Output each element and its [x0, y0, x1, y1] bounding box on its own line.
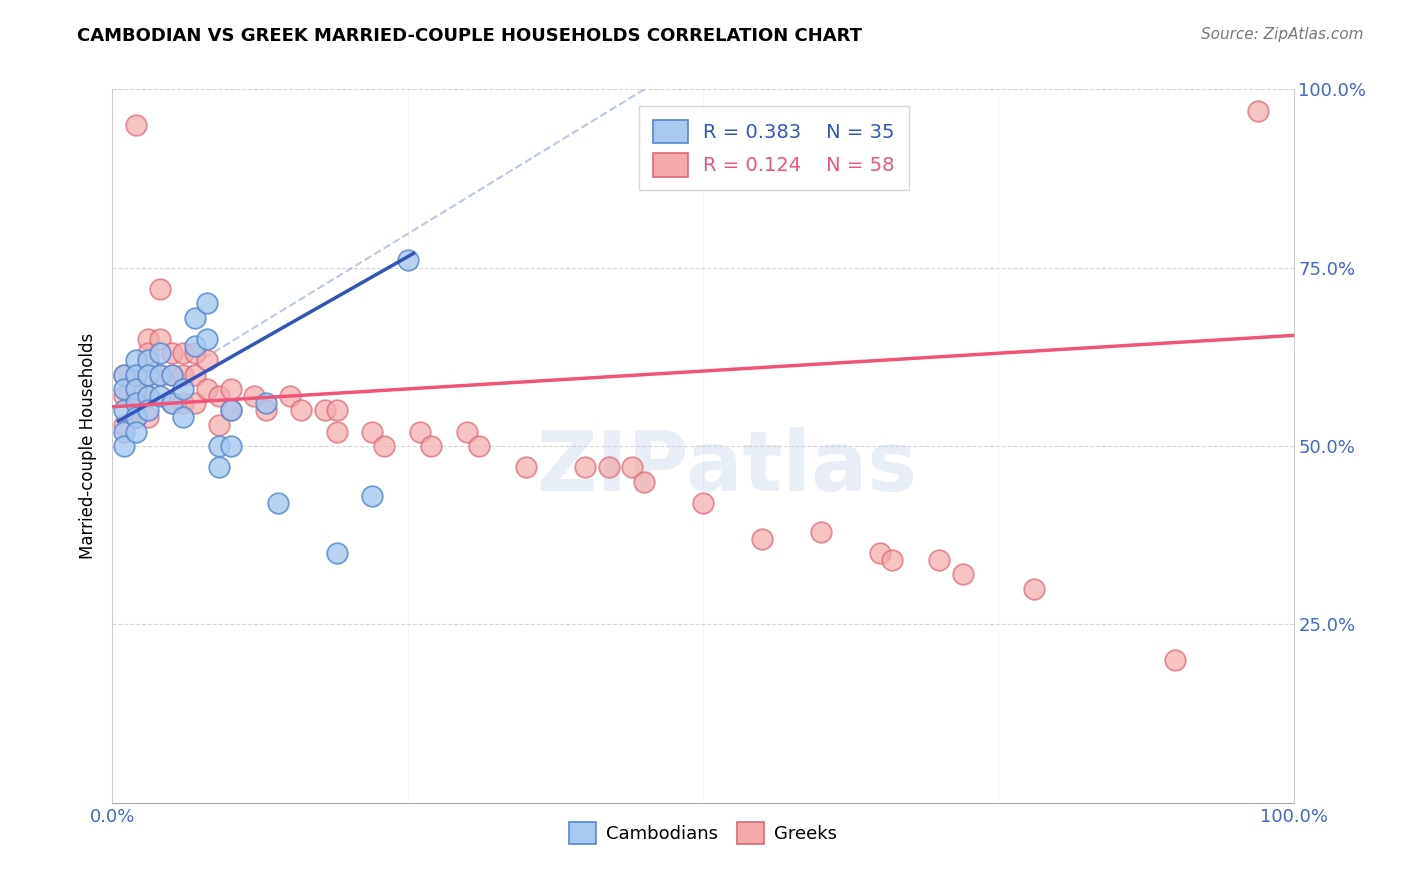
Point	[184, 339, 207, 353]
Point	[149, 346, 172, 360]
Point	[598, 460, 620, 475]
Point	[172, 382, 194, 396]
Point	[408, 425, 430, 439]
Point	[361, 489, 384, 503]
Point	[243, 389, 266, 403]
Point	[136, 332, 159, 346]
Point	[278, 389, 301, 403]
Point	[326, 403, 349, 417]
Text: Source: ZipAtlas.com: Source: ZipAtlas.com	[1201, 27, 1364, 42]
Point	[633, 475, 655, 489]
Point	[172, 410, 194, 425]
Point	[184, 346, 207, 360]
Point	[149, 368, 172, 382]
Point	[314, 403, 336, 417]
Point	[1247, 103, 1270, 118]
Point	[160, 346, 183, 360]
Point	[254, 396, 277, 410]
Point	[373, 439, 395, 453]
Point	[125, 410, 148, 425]
Point	[172, 368, 194, 382]
Point	[125, 353, 148, 368]
Point	[184, 368, 207, 382]
Point	[456, 425, 478, 439]
Point	[326, 425, 349, 439]
Legend: Cambodians, Greeks: Cambodians, Greeks	[561, 814, 845, 851]
Point	[184, 310, 207, 325]
Point	[326, 546, 349, 560]
Point	[219, 403, 242, 417]
Point	[112, 417, 135, 432]
Point	[149, 389, 172, 403]
Point	[810, 524, 832, 539]
Point	[125, 368, 148, 382]
Point	[172, 396, 194, 410]
Point	[621, 460, 644, 475]
Point	[125, 118, 148, 132]
Y-axis label: Married-couple Households: Married-couple Households	[79, 333, 97, 559]
Point	[136, 346, 159, 360]
Point	[125, 389, 148, 403]
Point	[149, 368, 172, 382]
Point	[869, 546, 891, 560]
Point	[160, 396, 183, 410]
Point	[125, 396, 148, 410]
Point	[1164, 653, 1187, 667]
Point	[136, 403, 159, 417]
Point	[467, 439, 489, 453]
Point	[160, 368, 183, 382]
Point	[125, 410, 148, 425]
Point	[1022, 582, 1045, 596]
Point	[112, 368, 135, 382]
Point	[172, 346, 194, 360]
Point	[208, 460, 231, 475]
Point	[396, 253, 419, 268]
Point	[880, 553, 903, 567]
Point	[420, 439, 443, 453]
Point	[149, 332, 172, 346]
Point	[515, 460, 537, 475]
Point	[136, 353, 159, 368]
Point	[112, 368, 135, 382]
Point	[952, 567, 974, 582]
Point	[112, 439, 135, 453]
Point	[112, 389, 135, 403]
Point	[125, 382, 148, 396]
Point	[208, 389, 231, 403]
Point	[112, 382, 135, 396]
Point	[160, 368, 183, 382]
Point	[254, 403, 277, 417]
Point	[208, 417, 231, 432]
Point	[219, 403, 242, 417]
Text: ZIPatlas: ZIPatlas	[536, 427, 917, 508]
Point	[160, 396, 183, 410]
Text: CAMBODIAN VS GREEK MARRIED-COUPLE HOUSEHOLDS CORRELATION CHART: CAMBODIAN VS GREEK MARRIED-COUPLE HOUSEH…	[77, 27, 862, 45]
Point	[195, 382, 218, 396]
Point	[219, 439, 242, 453]
Point	[125, 368, 148, 382]
Point	[692, 496, 714, 510]
Point	[125, 425, 148, 439]
Point	[136, 368, 159, 382]
Point	[184, 396, 207, 410]
Point	[112, 425, 135, 439]
Point	[149, 282, 172, 296]
Point	[195, 332, 218, 346]
Point	[136, 368, 159, 382]
Point	[928, 553, 950, 567]
Point	[136, 389, 159, 403]
Point	[361, 425, 384, 439]
Point	[267, 496, 290, 510]
Point	[112, 403, 135, 417]
Point	[290, 403, 312, 417]
Point	[195, 296, 218, 310]
Point	[136, 410, 159, 425]
Point	[136, 389, 159, 403]
Point	[208, 439, 231, 453]
Point	[219, 382, 242, 396]
Point	[195, 353, 218, 368]
Point	[574, 460, 596, 475]
Point	[751, 532, 773, 546]
